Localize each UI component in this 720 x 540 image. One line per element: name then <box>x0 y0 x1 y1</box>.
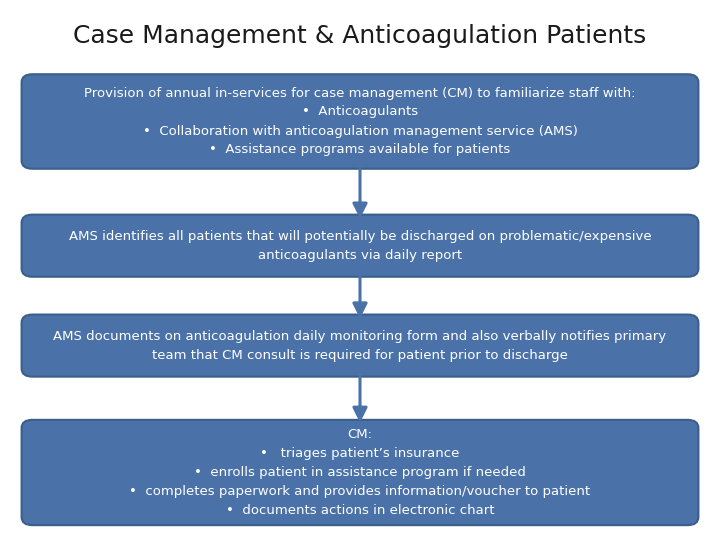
Text: Case Management & Anticoagulation Patients: Case Management & Anticoagulation Patien… <box>73 24 647 48</box>
Text: CM:
•   triages patient’s insurance
•  enrolls patient in assistance program if : CM: • triages patient’s insurance • enro… <box>130 428 590 517</box>
FancyBboxPatch shape <box>22 74 698 168</box>
FancyBboxPatch shape <box>22 214 698 276</box>
FancyBboxPatch shape <box>22 314 698 377</box>
FancyBboxPatch shape <box>22 420 698 525</box>
Text: Provision of annual in-services for case management (CM) to familiarize staff wi: Provision of annual in-services for case… <box>84 86 636 157</box>
Text: AMS identifies all patients that will potentially be discharged on problematic/e: AMS identifies all patients that will po… <box>68 230 652 262</box>
Text: AMS documents on anticoagulation daily monitoring form and also verbally notifie: AMS documents on anticoagulation daily m… <box>53 329 667 362</box>
